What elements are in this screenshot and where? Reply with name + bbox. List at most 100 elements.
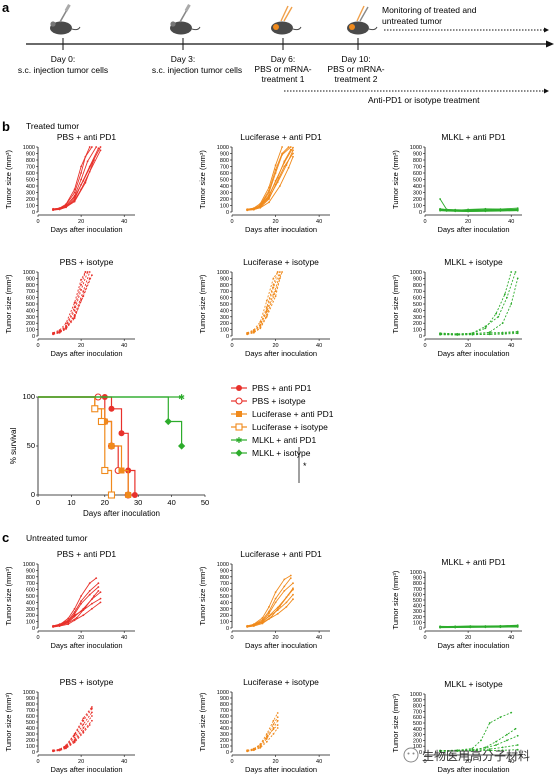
y-tick-label: 700: [26, 708, 35, 714]
y-tick-label: 600: [220, 714, 229, 720]
data-point: [246, 625, 249, 628]
data-point: [80, 283, 82, 286]
data-point: [65, 744, 67, 747]
event-desc-6-line2: treatment 1: [262, 74, 305, 84]
series-line: [247, 594, 294, 627]
data-point: [510, 303, 513, 305]
chart-c3: MLKL + anti PD10100200300400500600700800…: [391, 557, 522, 650]
data-point: [259, 743, 262, 746]
y-tick-label: 600: [413, 592, 422, 598]
y-tick-label: 400: [220, 308, 229, 314]
data-point: [274, 168, 277, 171]
chart-c5: Luciferase + isotype01002003004005006007…: [198, 677, 330, 774]
y-tick-label: 0: [419, 334, 422, 340]
data-point: [292, 587, 294, 590]
data-point: [285, 601, 288, 604]
data-point: [80, 602, 82, 605]
chart-title: Luciferase + isotype: [243, 257, 319, 267]
data-point: [80, 595, 82, 597]
series-line: [247, 153, 294, 211]
y-tick-label: 100: [220, 744, 229, 750]
y-tick-label: 900: [220, 696, 229, 702]
data-point: [65, 206, 67, 209]
y-tick-label: 500: [220, 302, 229, 308]
y-tick-label: 100: [413, 620, 422, 626]
survival-marker: [91, 405, 99, 413]
data-point: [471, 333, 474, 336]
y-tick-label: 300: [26, 191, 35, 197]
legend-marker: [235, 397, 243, 405]
x-tick-label: 40: [316, 219, 322, 225]
data-point: [259, 324, 262, 326]
y-tick-label: 700: [413, 709, 422, 715]
series-line: [53, 724, 91, 752]
chart-c2: Luciferase + anti PD10100200300400500600…: [198, 549, 330, 650]
data-point: [272, 719, 275, 722]
data-point: [283, 160, 286, 163]
event-desc-10-line2: treatment 2: [335, 74, 378, 84]
survival-marker: [108, 443, 115, 449]
chart-title: PBS + isotype: [60, 257, 114, 267]
data-point: [285, 606, 288, 608]
event-day-6: Day 6:: [271, 54, 296, 64]
data-point: [52, 625, 54, 628]
data-point: [445, 209, 448, 212]
antibody-arrowhead: [544, 88, 549, 94]
y-tick-label: 800: [26, 283, 35, 289]
x-tick-label: 20: [465, 343, 471, 349]
data-point: [456, 332, 459, 335]
x-axis-label: Days after inoculation: [50, 225, 122, 234]
data-point: [283, 165, 286, 168]
chart-title: PBS + anti PD1: [57, 132, 117, 142]
survival-curve: [38, 396, 113, 495]
series-line: [440, 626, 518, 629]
data-point: [274, 597, 277, 600]
y-tick-label: 500: [220, 178, 229, 184]
x-tick-label: 0: [36, 343, 39, 349]
chart-b1: PBS + anti PD101002003004005006007008009…: [4, 132, 135, 234]
x-tick-label: 40: [121, 635, 127, 641]
y-tick-label: 1000: [410, 692, 422, 698]
y-tick-label: 200: [413, 615, 422, 621]
y-tick-label: 800: [26, 702, 35, 708]
x-tick-label: 40: [508, 343, 514, 349]
x-tick-label: 40: [508, 635, 514, 641]
data-point: [467, 208, 469, 211]
y-tick-label: 1000: [23, 562, 35, 568]
x-tick-label: 0: [423, 635, 426, 641]
data-point: [252, 207, 255, 210]
y-tick-label: 200: [220, 197, 229, 203]
survival-marker: [118, 430, 125, 437]
y-axis-label: Tumor size (mm³): [198, 274, 207, 333]
data-point: [272, 277, 275, 280]
data-point: [471, 332, 474, 335]
y-tick-label: 100: [413, 204, 422, 210]
series-line: [53, 598, 101, 627]
data-point: [58, 329, 61, 332]
y-tick-label: 200: [26, 321, 35, 327]
data-point: [80, 165, 82, 168]
data-point: [276, 712, 279, 714]
x-tick-label: 0: [36, 759, 39, 765]
y-tick-label: 900: [220, 568, 229, 574]
data-point: [58, 331, 61, 334]
data-point: [73, 607, 76, 610]
legend-label: MLKL + anti PD1: [252, 435, 316, 445]
y-tick-label: 800: [26, 575, 35, 581]
series-line: [247, 149, 292, 210]
data-point: [484, 210, 487, 213]
data-point: [454, 209, 457, 212]
series-line: [53, 706, 93, 751]
y-tick-label: 400: [26, 184, 35, 190]
series-line: [52, 271, 86, 334]
data-point: [58, 624, 61, 627]
y-tick-label: 400: [26, 308, 35, 314]
y-tick-label: 0: [419, 626, 422, 632]
y-tick-label: 600: [413, 715, 422, 721]
survival-marker: [131, 492, 138, 498]
chart-title: PBS + anti PD1: [57, 549, 117, 559]
x-axis-label: Days after inoculation: [437, 225, 509, 234]
data-point: [99, 146, 102, 148]
data-point: [91, 146, 93, 148]
data-point: [281, 152, 283, 155]
